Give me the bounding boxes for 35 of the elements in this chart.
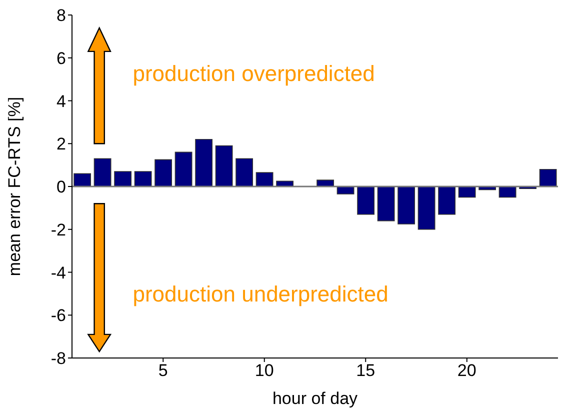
x-axis-title: hour of day [272,389,358,408]
bar [215,145,233,187]
y-tick-label: 8 [56,6,66,26]
y-tick-label: 2 [56,134,66,154]
bar [74,173,92,187]
bar [174,152,192,187]
x-tick-label: 15 [356,361,376,380]
x-tick-label: 10 [254,361,274,380]
bar [377,186,395,222]
bar [438,186,456,215]
bar [357,186,375,215]
bar [539,168,557,187]
x-tick-label: 5 [158,361,168,380]
bar [316,180,334,187]
bar [398,186,416,224]
y-tick-label: 0 [56,178,66,197]
y-tick-label: -4 [50,263,66,282]
bar [195,138,213,187]
bar [114,171,132,187]
bar [154,159,172,187]
bar [276,180,294,187]
y-tick-label: -6 [50,306,66,326]
y-tick-label: 6 [56,48,66,68]
y-axis-title: mean error FC-RTS [%] [5,96,24,276]
y-tick-label: 4 [56,92,66,111]
bar [418,186,436,230]
x-tick-label: 20 [457,361,476,380]
annotation: production overpredicted [132,60,375,86]
bar [256,172,274,187]
y-tick-label: -2 [50,220,66,240]
bar [236,158,254,187]
bar [134,171,152,187]
bar [94,158,112,187]
annotation: production underpredicted [132,282,388,307]
y-tick-label: -8 [50,349,66,368]
